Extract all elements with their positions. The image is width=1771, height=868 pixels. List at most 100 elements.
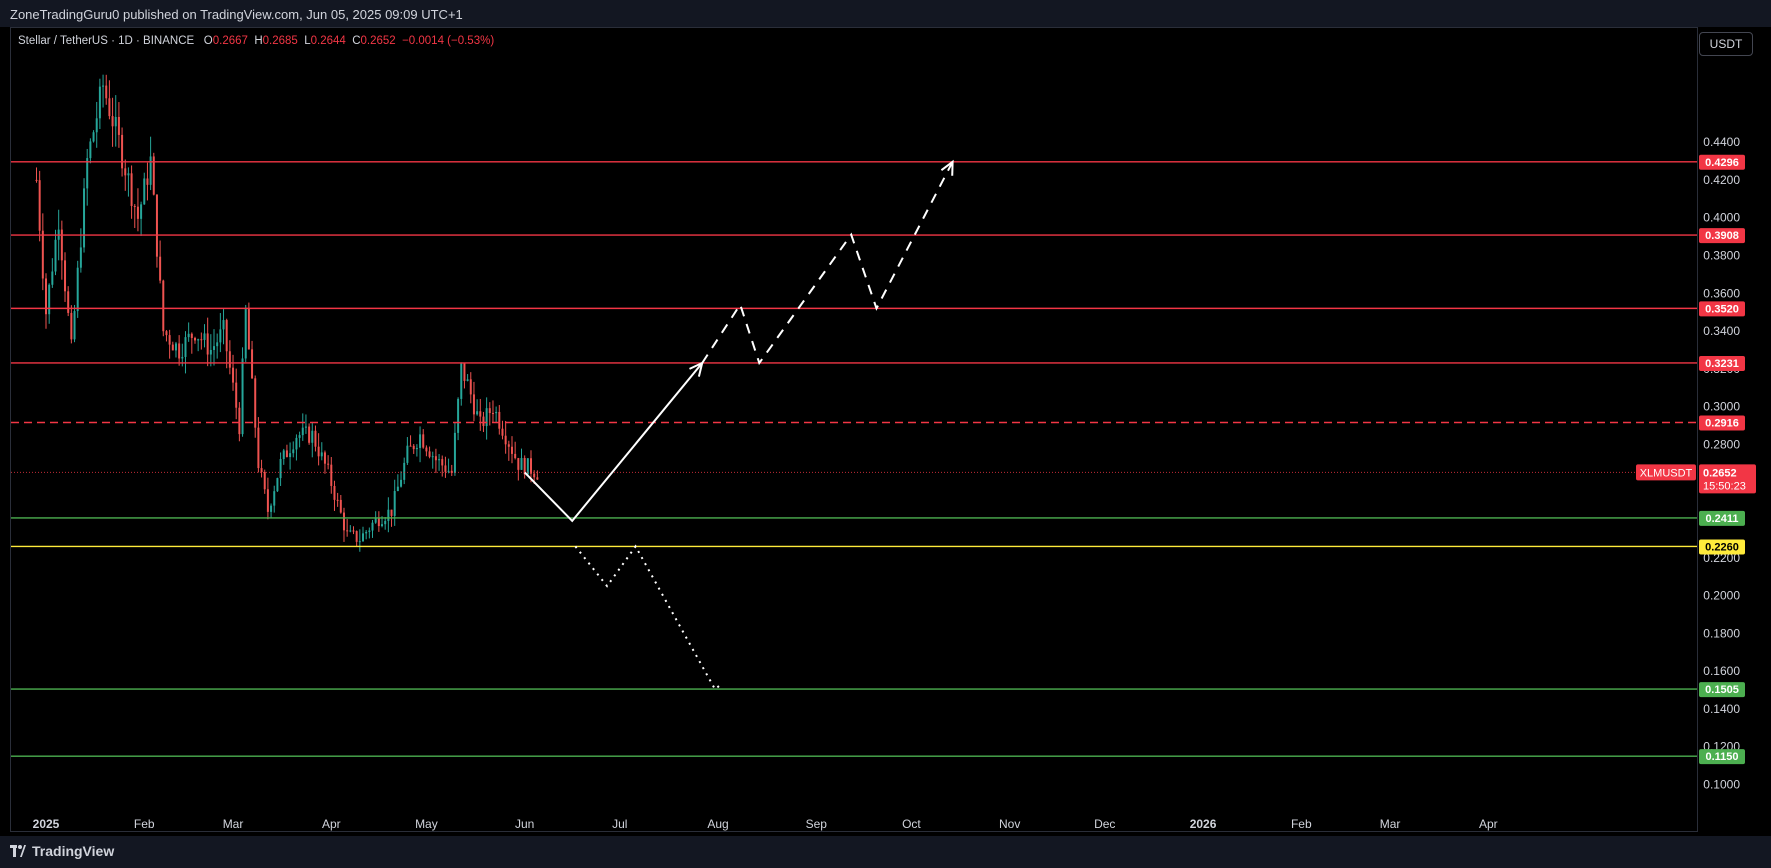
brand-name: TradingView: [32, 843, 115, 859]
candle-body: [520, 458, 523, 470]
candle-body: [146, 178, 149, 185]
candle-body: [434, 456, 437, 461]
candle-body: [152, 156, 155, 195]
candle-body: [507, 444, 510, 447]
candle-body: [381, 524, 384, 527]
candle-body: [263, 472, 266, 490]
low-label: L: [304, 35, 311, 47]
x-tick-label: Jul: [612, 817, 627, 831]
candle-body: [453, 432, 456, 473]
x-tick-label: 2026: [1190, 817, 1217, 831]
candle-body: [136, 206, 139, 219]
candle-body: [232, 367, 235, 383]
candle-body: [514, 453, 517, 459]
candle-body: [222, 320, 225, 330]
candle-body: [298, 435, 301, 438]
candle-body: [48, 284, 51, 315]
candle-body: [184, 337, 187, 357]
high-label: H: [254, 35, 263, 47]
candle-body: [510, 446, 513, 454]
candle-body: [463, 363, 466, 381]
candle-body: [314, 430, 317, 447]
tradingview-brand[interactable]: TradingView: [10, 843, 114, 859]
candle-body: [301, 427, 304, 436]
price-axis-panel[interactable]: [1697, 27, 1771, 832]
x-tick-label: Sep: [806, 817, 828, 831]
candle-body: [162, 280, 165, 332]
candle-body: [244, 308, 247, 359]
low-value: 0.2644: [310, 35, 346, 47]
candle-body: [98, 86, 101, 119]
candle-body: [143, 178, 146, 205]
projection-solid-path: [523, 362, 703, 523]
candle-body: [257, 427, 260, 469]
candle-body: [491, 413, 494, 415]
candle-body: [355, 531, 358, 542]
level-price-label: 0.3908: [1705, 230, 1739, 242]
candle-body: [377, 517, 380, 527]
candle-body: [384, 520, 387, 525]
y-tick-label: 0.1600: [1703, 664, 1740, 678]
candle-body: [149, 156, 152, 185]
candle-body: [108, 98, 111, 117]
candle-body: [165, 331, 168, 336]
candle-body: [54, 239, 57, 272]
candle-body: [346, 530, 349, 532]
candle-body: [536, 477, 539, 480]
x-tick-label: Apr: [1479, 817, 1498, 831]
y-tick-label: 0.3000: [1703, 400, 1740, 414]
candle-body: [140, 204, 143, 219]
candle-body: [114, 116, 117, 127]
candle-body: [254, 378, 257, 428]
candle-body: [225, 320, 228, 352]
level-price-tag: [1699, 749, 1745, 765]
candle-body: [422, 434, 425, 448]
candle-body: [171, 344, 174, 351]
countdown-label: 15:50:23: [1703, 480, 1746, 492]
candle-body: [498, 411, 501, 429]
candle-body: [488, 408, 491, 414]
y-tick-label: 0.1400: [1703, 702, 1740, 716]
publish-bar: ZoneTradingGuru0 published on TradingVie…: [0, 0, 1771, 27]
candle-body: [368, 530, 371, 532]
candle-body: [444, 465, 447, 472]
close-value: 0.2652: [360, 35, 396, 47]
level-price-tag: [1699, 682, 1745, 698]
candle-body: [393, 490, 396, 516]
candle-body: [133, 205, 136, 207]
candle-body: [76, 267, 79, 312]
level-price-label: 0.4296: [1705, 157, 1739, 169]
level-price-tag: [1699, 415, 1745, 431]
candle-body: [396, 486, 399, 491]
candle-body: [460, 363, 463, 399]
candle-body: [51, 271, 54, 285]
candle-body: [206, 333, 209, 355]
y-tick-label: 0.4400: [1703, 135, 1740, 149]
candle-body: [111, 116, 114, 127]
close-label: C: [352, 35, 361, 47]
x-tick-label: Feb: [134, 817, 155, 831]
open-value: 0.2667: [212, 35, 248, 47]
candle-body: [526, 458, 529, 475]
level-price-tag: [1699, 228, 1745, 244]
candle-body: [365, 531, 368, 534]
candle-body: [35, 179, 38, 181]
level-price-label: 0.1150: [1705, 751, 1738, 763]
candle-body: [476, 411, 479, 415]
candle-body: [412, 445, 415, 450]
candle-body: [79, 247, 82, 268]
candle-body: [235, 382, 238, 408]
candle-body: [428, 451, 431, 457]
candle-body: [469, 379, 472, 395]
high-value: 0.2685: [262, 35, 298, 47]
y-tick-label: 0.3600: [1703, 286, 1740, 300]
candle-body: [336, 499, 339, 501]
candle-body: [517, 458, 520, 470]
candle-body: [390, 509, 393, 516]
candle-body: [168, 335, 171, 345]
y-tick-label: 0.2000: [1703, 589, 1740, 603]
currency-unit-button[interactable]: USDT: [1699, 32, 1753, 56]
candle-body: [228, 351, 231, 368]
ohlc-legend: Stellar / TetherUS · 1D · BINANCE O0.266…: [18, 35, 494, 47]
